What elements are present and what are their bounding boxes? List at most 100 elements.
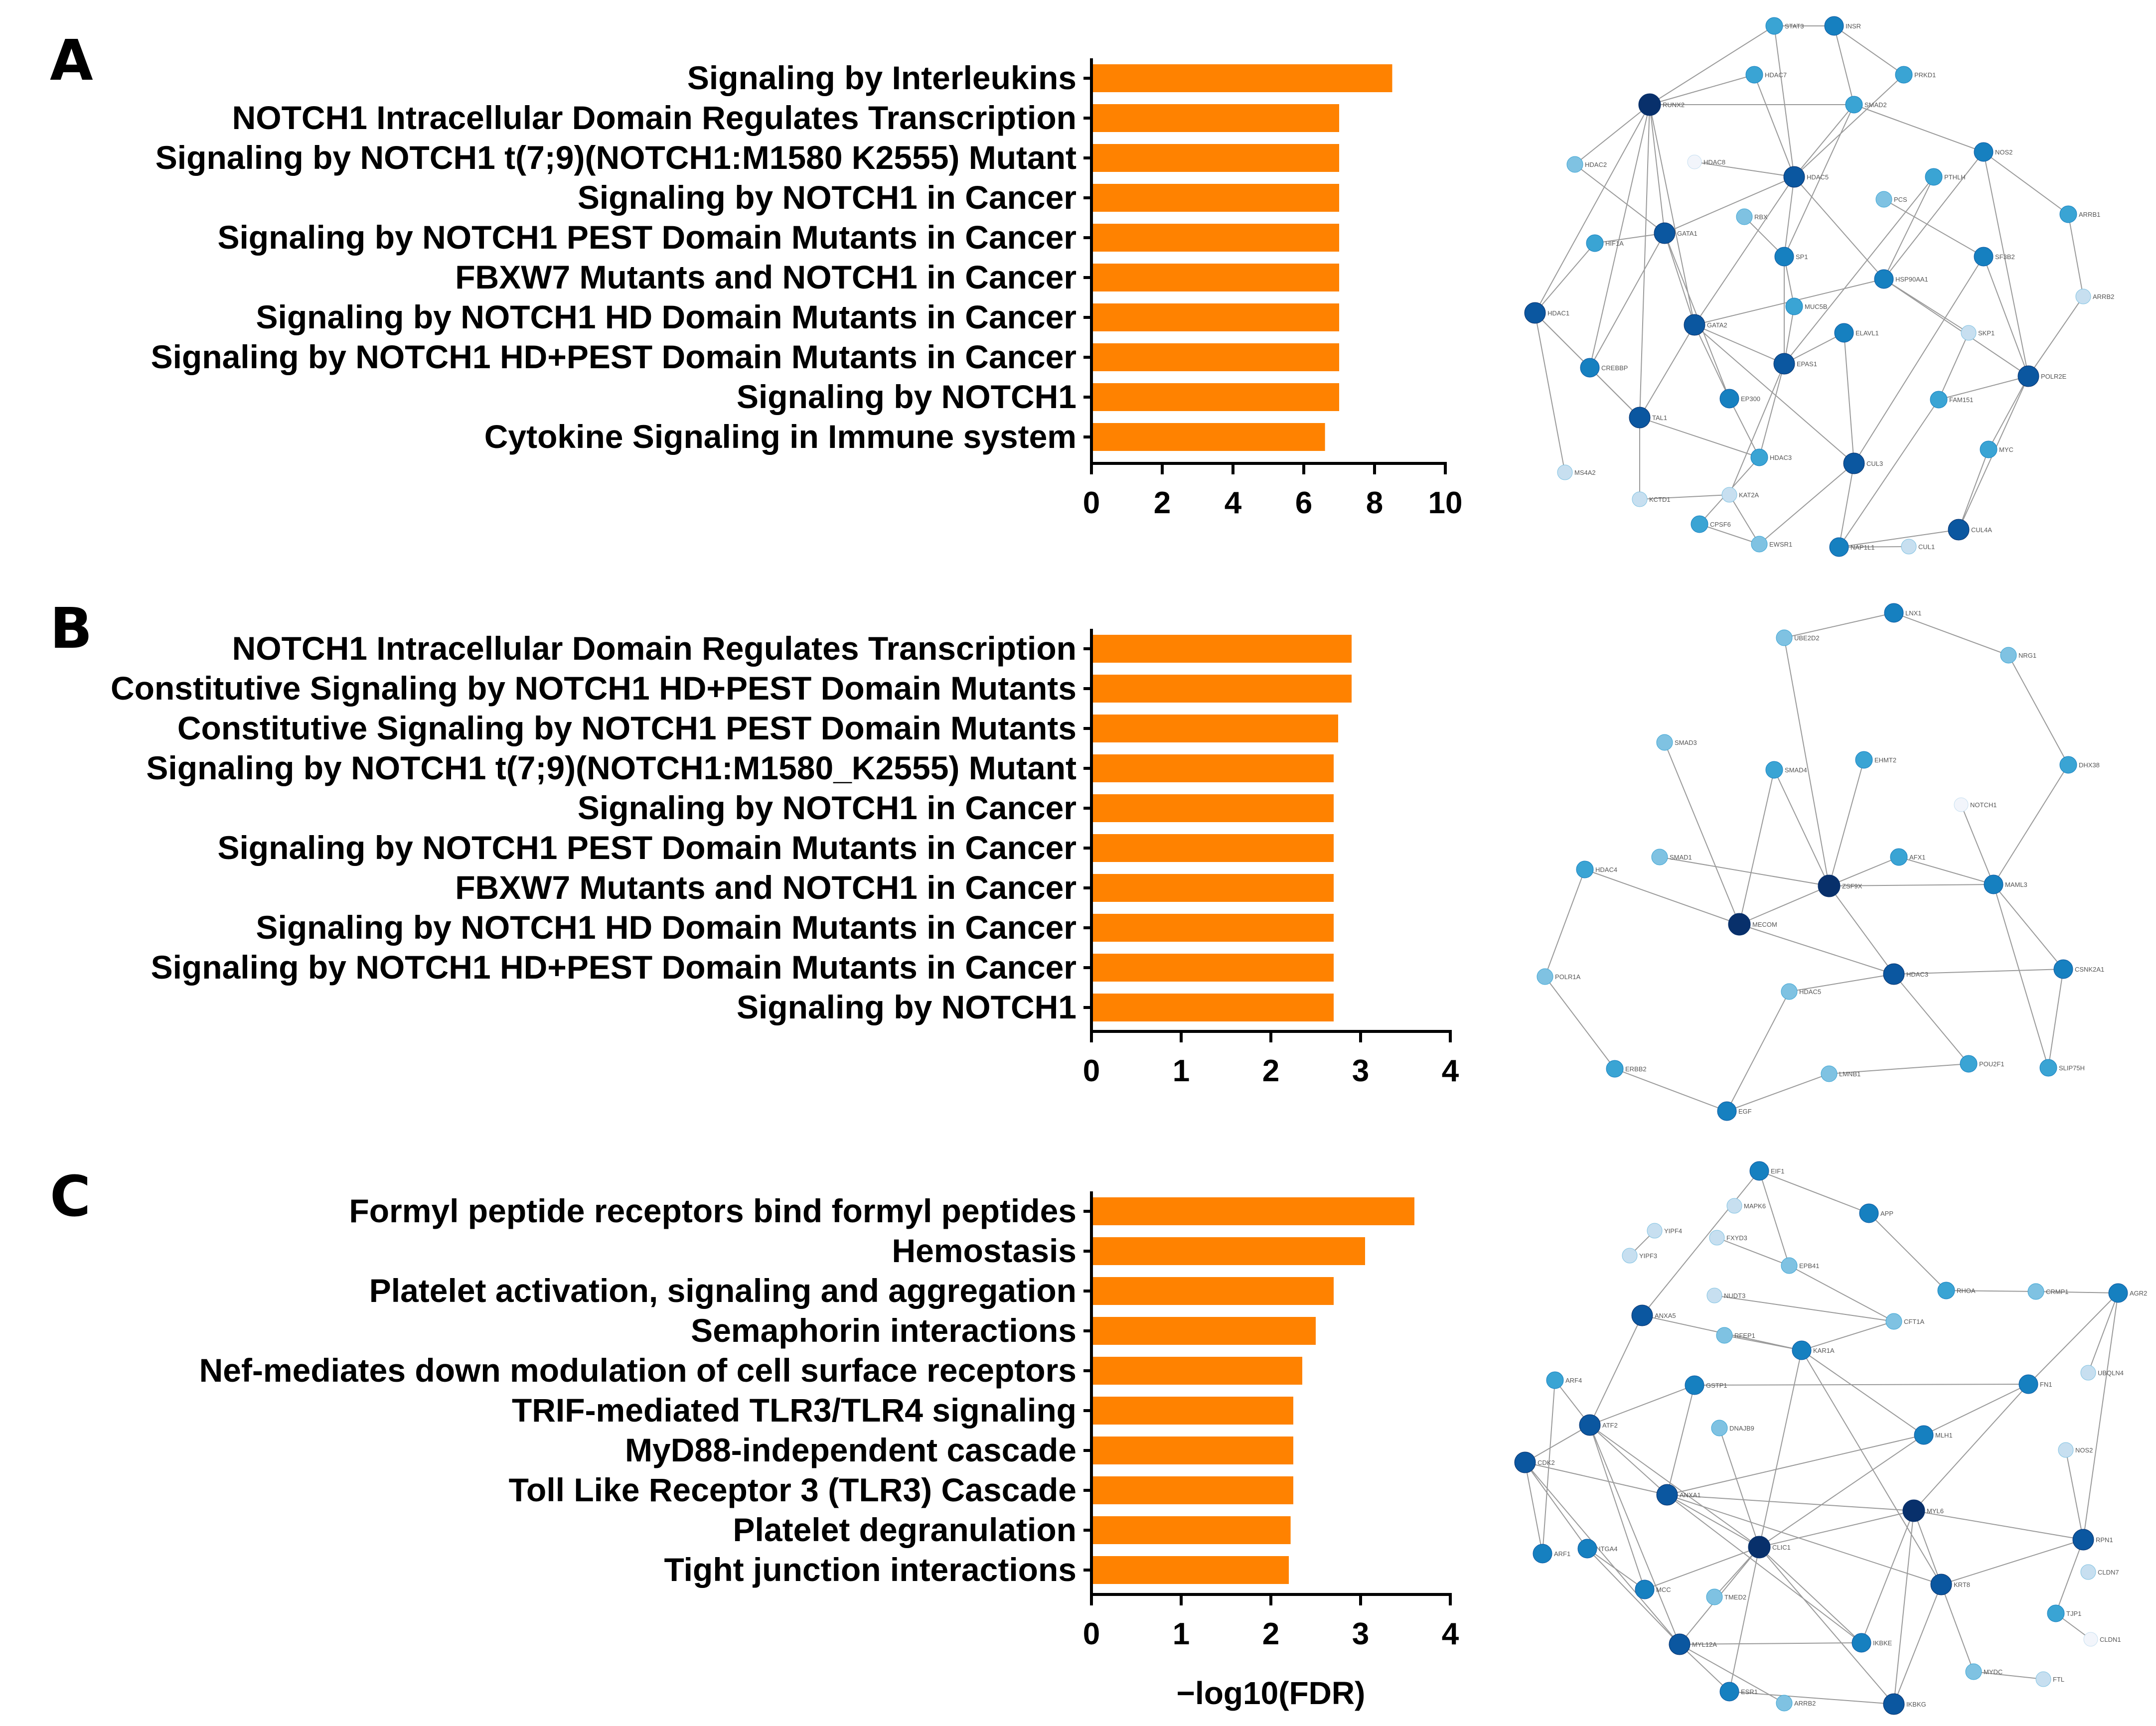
node-circle	[1749, 1161, 1769, 1181]
node-label: YIPF4	[1664, 1227, 1682, 1235]
bar-c-10	[1091, 1556, 1289, 1584]
node-label: APP	[1880, 1210, 1893, 1217]
network-edge	[1898, 857, 1994, 885]
node-circle	[2083, 1632, 2098, 1647]
node-label: MECOM	[1752, 921, 1777, 928]
category-label-a-2: NOTCH1 Intracellular Domain Regulates Tr…	[232, 99, 1077, 136]
network-node-rpn1: RPN1	[2072, 1529, 2113, 1551]
network-node-mecom: MECOM	[1728, 913, 1777, 936]
network-edge	[1719, 1428, 1760, 1548]
network-edge	[1829, 885, 1894, 975]
bar-chart-c: Formyl peptide receptors bind formyl pep…	[199, 1191, 1459, 1711]
node-label: CPSF6	[1710, 521, 1731, 528]
network-edge	[1716, 1237, 1790, 1266]
bar-c-4	[1091, 1317, 1316, 1345]
node-circle	[1748, 1536, 1771, 1559]
node-circle	[1930, 391, 1948, 409]
x-tick-label: 6	[1295, 486, 1312, 520]
node-label: HDAC7	[1765, 71, 1787, 79]
network-edge	[1801, 1350, 1942, 1585]
network-edge	[2055, 1539, 2084, 1614]
category-label-b-4: Signaling by NOTCH1 t(7;9)(NOTCH1:M1580_…	[146, 749, 1077, 786]
node-circle	[1773, 353, 1795, 375]
network-node-hif1a: HIF1A	[1586, 234, 1624, 252]
network-node-dhx38: DHX38	[2059, 756, 2100, 774]
node-circle	[1709, 1230, 1725, 1246]
x-tick-label: 3	[1352, 1617, 1369, 1651]
node-circle	[1728, 913, 1751, 936]
category-label-b-1: NOTCH1 Intracellular Domain Regulates Tr…	[232, 630, 1077, 667]
network-edge	[1839, 529, 1959, 548]
network-node-app: APP	[1859, 1203, 1893, 1223]
category-label-c-2: Hemostasis	[892, 1232, 1077, 1269]
network-node-myc: MYC	[1980, 440, 2013, 458]
node-label: STAT3	[1785, 22, 1804, 30]
node-circle	[1948, 519, 1970, 541]
node-circle	[1716, 1327, 1733, 1344]
node-circle	[1635, 1580, 1655, 1599]
panel-letter-c: C	[50, 1164, 91, 1229]
node-circle	[2035, 1671, 2051, 1687]
network-node-tjp1: TJP1	[2047, 1604, 2081, 1622]
x-tick-label: 0	[1083, 486, 1100, 520]
bar-c-6	[1091, 1397, 1293, 1425]
network-edge	[1589, 367, 1640, 418]
node-label: SLIP75H	[2059, 1064, 2085, 1072]
bar-c-5	[1091, 1357, 1302, 1385]
network-edge	[1938, 332, 1969, 400]
network-edge	[1961, 804, 1994, 885]
node-circle	[1783, 166, 1805, 188]
network-edge	[1694, 161, 1795, 177]
node-circle	[1654, 222, 1676, 244]
network-edge	[1729, 1547, 1760, 1692]
node-label: MLH1	[1935, 1432, 1953, 1439]
network-edge	[1694, 324, 1785, 364]
node-circle	[1751, 536, 1768, 553]
network-edge	[2065, 1449, 2084, 1540]
network-edge	[1639, 324, 1695, 418]
category-label-b-7: FBXW7 Mutants and NOTCH1 in Cancer	[455, 869, 1077, 906]
bar-b-7	[1091, 874, 1334, 902]
node-circle	[2080, 1564, 2096, 1580]
node-circle	[1606, 1060, 1624, 1078]
node-circle	[1914, 1425, 1934, 1445]
node-label: RPN1	[2096, 1536, 2113, 1544]
network-node-maml3: MAML3	[1984, 874, 2027, 894]
bar-a-9	[1091, 383, 1339, 411]
network-node-gata2: GATA2	[1684, 314, 1727, 336]
network-edge	[1644, 1547, 1760, 1590]
node-circle	[1647, 1223, 1663, 1239]
network-edges	[1525, 1170, 2119, 1705]
network-edge	[1913, 1384, 2029, 1511]
network-node-epas1: EPAS1	[1773, 353, 1817, 375]
network-edge	[1789, 1265, 1894, 1322]
network-node-itga4: ITGA4	[1577, 1539, 1618, 1559]
network-edge	[1574, 164, 1665, 234]
network-node-ubqln4: UBQLN4	[2080, 1365, 2124, 1381]
network-node-muc5b: MUC5B	[1785, 297, 1828, 315]
x-tick-label: 2	[1262, 1617, 1279, 1651]
network-node-ep300: EP300	[1719, 389, 1760, 409]
node-label: DNAJB9	[1729, 1425, 1754, 1432]
node-circle	[2072, 1529, 2094, 1551]
bar-a-8	[1091, 343, 1339, 371]
network-node-hdac4: HDAC4	[1576, 861, 1617, 878]
node-circle	[1834, 323, 1854, 343]
node-label: LMNB1	[1839, 1070, 1860, 1078]
node-circle	[1656, 734, 1673, 751]
x-tick-label: 10	[1428, 486, 1463, 520]
node-label: GATA2	[1707, 321, 1727, 329]
node-circle	[1745, 66, 1763, 84]
category-label-a-3: Signaling by NOTCH1 t(7;9)(NOTCH1:M1580 …	[155, 139, 1077, 176]
network-node-ikbke: IKBKE	[1851, 1633, 1892, 1653]
network-node-hdac7: HDAC7	[1745, 66, 1787, 84]
node-circle	[1874, 269, 1894, 289]
network-edge	[1544, 976, 1615, 1069]
node-circle	[1557, 464, 1573, 480]
node-label: SMAD1	[1670, 854, 1692, 861]
network-edge	[1699, 524, 1760, 545]
network-node-cft1a: CFT1A	[1885, 1313, 1925, 1330]
network-edge	[2035, 1291, 2119, 1294]
x-tick-label: 0	[1083, 1054, 1100, 1088]
